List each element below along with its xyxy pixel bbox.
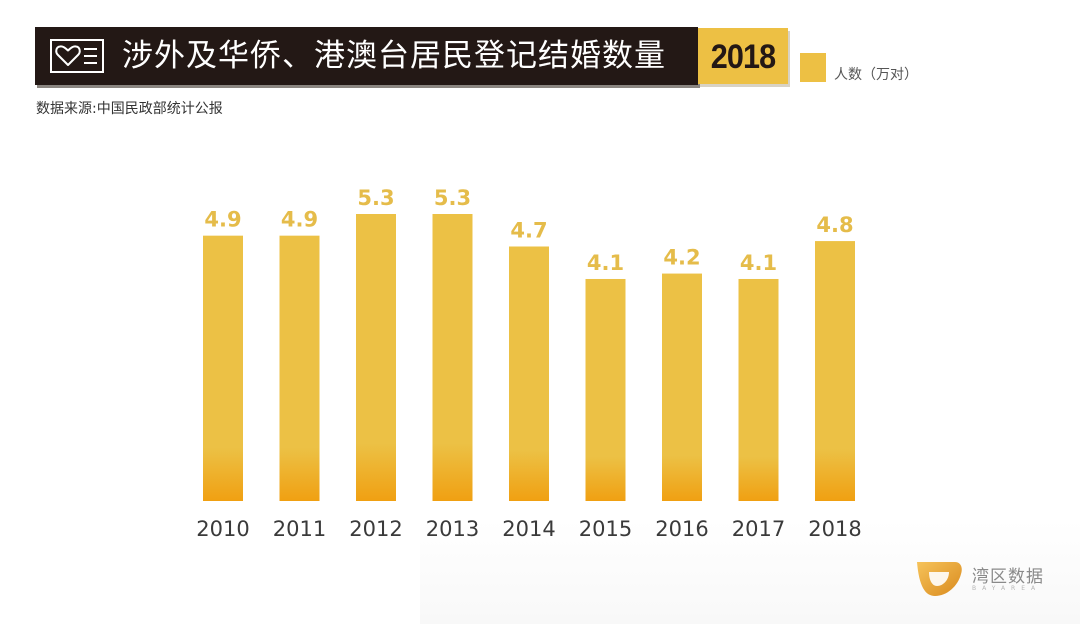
bar-2012 <box>356 214 396 501</box>
x-tick-label-2018: 2018 <box>808 517 861 541</box>
x-tick-label-2015: 2015 <box>579 517 632 541</box>
legend-label: 人数（万对） <box>834 67 918 83</box>
value-labels-group: 4.9 4.9 5.3 5.3 4.7 4.1 4.2 4.1 4.8 <box>204 186 853 275</box>
brand-subtitle: BAYAREA <box>972 585 1042 592</box>
x-tick-label-2017: 2017 <box>732 517 785 541</box>
heart-card-icon <box>50 39 104 73</box>
x-tick-label-2016: 2016 <box>655 517 708 541</box>
value-label-2013: 5.3 <box>434 186 471 210</box>
background-fade <box>420 520 1080 624</box>
legend-swatch <box>800 53 826 82</box>
value-label-2017: 4.1 <box>740 251 777 275</box>
title-bar: 涉外及华侨、港澳台居民登记结婚数量 <box>35 27 698 85</box>
bar-2013 <box>432 214 473 501</box>
value-label-2014: 4.7 <box>510 218 547 242</box>
bar-2014 <box>509 246 549 501</box>
bars-group <box>203 214 855 501</box>
brand-name: 湾区数据 <box>972 567 1044 587</box>
year-badge: 2018 <box>698 28 788 84</box>
bar-2016 <box>662 273 702 501</box>
x-tick-label-2012: 2012 <box>349 517 402 541</box>
x-axis-labels-group: 2010 2011 2012 2013 2014 2015 2016 2017 2018 <box>196 517 861 541</box>
x-tick-label-2014: 2014 <box>502 517 555 541</box>
bar-2018 <box>815 241 855 501</box>
x-tick-label-2011: 2011 <box>273 517 326 541</box>
value-label-2011: 4.9 <box>281 208 318 232</box>
year-badge-text: 2018 <box>710 38 776 76</box>
bar-2011 <box>279 235 320 501</box>
value-label-2012: 5.3 <box>357 186 394 210</box>
value-label-2016: 4.2 <box>663 246 700 270</box>
bar-2015 <box>585 278 626 501</box>
value-label-2018: 4.8 <box>816 213 853 237</box>
value-label-2015: 4.1 <box>587 251 624 275</box>
x-tick-label-2013: 2013 <box>426 517 479 541</box>
bar-2010 <box>203 235 243 501</box>
source-note: 数据来源:中国民政部统计公报 <box>36 101 223 117</box>
brand-logo-icon <box>917 562 962 596</box>
value-label-2010: 4.9 <box>204 208 241 232</box>
x-tick-label-2010: 2010 <box>196 517 249 541</box>
bar-2017 <box>738 278 779 501</box>
chart-title: 涉外及华侨、港澳台居民登记结婚数量 <box>122 38 666 74</box>
